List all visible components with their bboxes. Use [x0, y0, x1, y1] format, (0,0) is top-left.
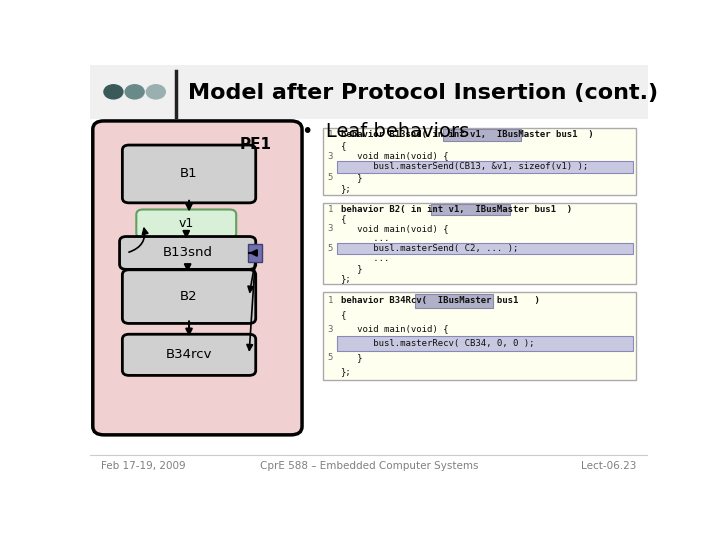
Bar: [90, 65, 648, 119]
Text: {: {: [341, 310, 346, 319]
FancyBboxPatch shape: [122, 270, 256, 323]
FancyBboxPatch shape: [443, 129, 521, 141]
Text: behavior B2( in int v1,  IBusMaster bus1  ): behavior B2( in int v1, IBusMaster bus1 …: [341, 205, 572, 213]
Text: busl.masterRecv( CB34, 0, 0 );: busl.masterRecv( CB34, 0, 0 );: [341, 339, 534, 348]
Text: Model after Protocol Insertion (cont.): Model after Protocol Insertion (cont.): [188, 83, 658, 103]
FancyBboxPatch shape: [337, 244, 633, 254]
Text: };: };: [341, 367, 351, 376]
Text: B13snd: B13snd: [163, 246, 212, 259]
Text: 1: 1: [328, 130, 333, 139]
Text: 3: 3: [328, 152, 333, 160]
Text: };: };: [341, 184, 351, 193]
Text: 5: 5: [328, 244, 333, 253]
FancyBboxPatch shape: [323, 128, 636, 195]
FancyBboxPatch shape: [431, 204, 510, 215]
FancyBboxPatch shape: [120, 237, 256, 269]
Text: }: }: [341, 353, 362, 362]
Text: 5: 5: [328, 173, 333, 182]
Text: behavior B34Rcv(  IBusMaster bus1   ): behavior B34Rcv( IBusMaster bus1 ): [341, 296, 539, 305]
Text: busl.masterSend( C2, ... );: busl.masterSend( C2, ... );: [341, 244, 518, 253]
Text: }: }: [341, 264, 362, 273]
FancyBboxPatch shape: [337, 161, 633, 173]
Text: Lect-06.23: Lect-06.23: [582, 461, 637, 471]
Text: ...: ...: [341, 254, 389, 263]
Text: behavior B13snd( in int v1,  IBusMaster bus1  ): behavior B13snd( in int v1, IBusMaster b…: [341, 130, 593, 139]
FancyBboxPatch shape: [248, 245, 262, 262]
Text: };: };: [341, 274, 351, 282]
Text: 3: 3: [328, 325, 333, 334]
Circle shape: [104, 85, 123, 99]
Text: ...: ...: [341, 234, 389, 243]
Text: busl.masterSend(CB13, &v1, sizeof(v1) );: busl.masterSend(CB13, &v1, sizeof(v1) );: [341, 163, 588, 171]
Text: 1: 1: [328, 205, 333, 213]
Text: 1: 1: [328, 296, 333, 305]
FancyBboxPatch shape: [122, 334, 256, 375]
Text: B34rcv: B34rcv: [166, 348, 212, 361]
FancyBboxPatch shape: [415, 294, 493, 308]
Text: }: }: [341, 173, 362, 182]
Text: •  Leaf behaviors: • Leaf behaviors: [302, 122, 469, 141]
Text: CprE 588 – Embedded Computer Systems: CprE 588 – Embedded Computer Systems: [260, 461, 478, 471]
FancyBboxPatch shape: [122, 145, 256, 203]
Text: B1: B1: [180, 167, 198, 180]
Text: void main(void) {: void main(void) {: [341, 325, 448, 334]
Text: {: {: [341, 141, 346, 150]
Text: 3: 3: [328, 224, 333, 233]
FancyBboxPatch shape: [323, 203, 636, 285]
Text: Feb 17-19, 2009: Feb 17-19, 2009: [101, 461, 186, 471]
Text: PE1: PE1: [239, 137, 271, 152]
FancyBboxPatch shape: [337, 336, 633, 351]
FancyBboxPatch shape: [323, 292, 636, 380]
Text: {: {: [341, 214, 346, 224]
Circle shape: [146, 85, 166, 99]
Text: B2: B2: [180, 290, 198, 303]
Circle shape: [125, 85, 144, 99]
Text: void main(void) {: void main(void) {: [341, 152, 448, 160]
Text: void main(void) {: void main(void) {: [341, 224, 448, 233]
FancyBboxPatch shape: [136, 210, 236, 238]
Text: 5: 5: [328, 353, 333, 362]
FancyBboxPatch shape: [93, 121, 302, 435]
Text: v1: v1: [179, 217, 194, 231]
